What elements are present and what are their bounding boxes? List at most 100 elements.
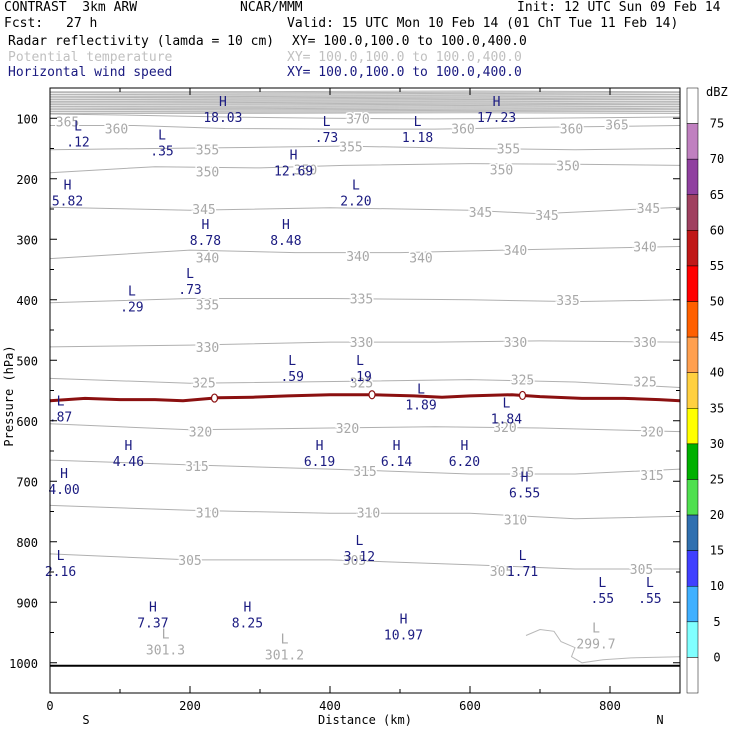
- upper-contour-line: [49, 111, 681, 113]
- fcst-value: 27 h: [66, 16, 98, 31]
- model-title: CONTRAST 3km ARW: [4, 0, 138, 15]
- theta-contour-350: [49, 163, 681, 174]
- x-tick-label: 200: [179, 699, 201, 713]
- theta-label: 360: [560, 123, 583, 138]
- wind-extreme-marker: H: [64, 179, 72, 194]
- colorbar-level-label: 5: [713, 615, 720, 629]
- colorbar-swatch: [686, 443, 699, 480]
- upper-contour-line: [49, 90, 681, 93]
- colorbar-swatch: [686, 87, 699, 124]
- theta-label: 305: [178, 554, 201, 569]
- wind-extreme-marker: L: [598, 576, 606, 591]
- theta-label: 355: [196, 144, 219, 159]
- colorbar-level-label: 20: [710, 508, 724, 522]
- wind-extreme-value: 1.84: [491, 412, 522, 427]
- colorbar-swatch: [686, 514, 699, 551]
- low-level-contour: [525, 628, 681, 664]
- potential-temperature-labels: 365 360 370 360 360 365 355 355 355 350 350 350 350 3…: [54, 111, 665, 582]
- theta-label: 370: [346, 112, 369, 127]
- field-2-xy: XY= 100.0,100.0 to 100.0,400.0: [287, 50, 522, 65]
- ground-line: [50, 628, 681, 667]
- colorbar-level-label: 15: [710, 544, 724, 558]
- wind-extreme-marker: H: [400, 612, 408, 627]
- wind-extreme-marker: H: [393, 439, 401, 454]
- wind-extreme-marker: L: [646, 576, 654, 591]
- colorbar-swatch: [686, 372, 699, 409]
- theta-label: 325: [192, 377, 215, 392]
- theta-label: 320: [493, 421, 516, 436]
- wind-extreme-marker: H: [60, 467, 68, 482]
- theta-label: 315: [640, 469, 663, 484]
- theta-label: 350: [294, 164, 317, 179]
- theta-label: 305: [490, 565, 513, 580]
- upper-contour-line: [49, 94, 681, 96]
- theta-label: 330: [633, 336, 656, 351]
- potential-temperature-contours: [49, 113, 681, 570]
- colorbar-level-label: 35: [710, 401, 724, 415]
- init-time: Init: 12 UTC Sun 09 Feb 14: [517, 0, 721, 15]
- theta-label: 320: [336, 422, 359, 437]
- colorbar-level-label: 30: [710, 437, 724, 451]
- wind-extreme-value: 8.78: [190, 234, 221, 249]
- theta-contour-330: [49, 340, 681, 348]
- wind-extreme-marker: L: [355, 534, 363, 549]
- theta-label: 325: [511, 374, 534, 389]
- theta-extreme-marker: L: [281, 632, 289, 647]
- wind-extreme-value: 7.37: [137, 616, 168, 631]
- wind-extreme-value: 8.25: [232, 616, 263, 631]
- colorbar-swatch: [686, 657, 699, 694]
- wind-extreme-value: .87: [49, 411, 72, 426]
- theta-label: 365: [605, 118, 628, 133]
- theta-label: 360: [105, 123, 128, 138]
- theta-label: 315: [511, 466, 534, 481]
- theta-label: 325: [633, 375, 656, 390]
- wind-extreme-value: .12: [66, 135, 89, 150]
- wind-extreme-value: 2.16: [45, 565, 76, 580]
- wind-extreme-marker: L: [356, 354, 364, 369]
- plot-background: [50, 88, 680, 693]
- theta-contour-340: [49, 246, 681, 260]
- wind-extreme-marker: L: [502, 396, 510, 411]
- colorbar-level-label: 25: [710, 472, 724, 486]
- wind-extreme-value: .55: [591, 592, 614, 607]
- wind-extreme-value: .59: [280, 370, 303, 385]
- y-tick-label: 300: [16, 233, 38, 247]
- y-axis-label: Pressure (hPa): [2, 345, 16, 446]
- wind-extreme-marker: L: [186, 267, 194, 282]
- theta-label: 360: [451, 123, 474, 138]
- center-label: NCAR/MMM: [240, 0, 303, 15]
- theta-label: 340: [346, 250, 369, 265]
- upper-contour-line: [49, 92, 681, 95]
- wind-extreme-marker: H: [282, 218, 290, 233]
- theta-label: 310: [196, 507, 219, 522]
- theta-contour-355: [49, 145, 681, 151]
- theta-label: 340: [409, 251, 432, 266]
- theta-label: 350: [556, 159, 579, 174]
- theta-label: 335: [350, 293, 373, 308]
- theta-contour-325: [49, 377, 681, 388]
- colorbar-swatch: [686, 265, 699, 302]
- fcst-label: Fcst:: [4, 16, 44, 31]
- colorbar-level-label: 65: [710, 188, 724, 202]
- theta-label: 320: [640, 426, 663, 441]
- y-tick-label: 800: [16, 536, 38, 550]
- direction-south: S: [82, 713, 89, 727]
- theta-label: 330: [196, 341, 219, 356]
- upper-contour-line: [49, 97, 681, 100]
- upper-contour-line: [49, 108, 681, 111]
- y-tick-label: 400: [16, 294, 38, 308]
- theta-contour-345: [49, 206, 681, 215]
- theta-label: 335: [196, 299, 219, 314]
- upper-contour-line: [49, 98, 681, 101]
- wind-extreme-value: 4.00: [48, 483, 79, 498]
- field-1-xy: XY= 100.0,100.0 to 100.0,400.0: [292, 34, 527, 49]
- upper-contour-line: [49, 102, 681, 105]
- theta-label: 345: [469, 206, 492, 221]
- wind-extreme-value: 2.20: [340, 195, 371, 210]
- wind-extreme-marker: H: [493, 95, 501, 110]
- wind-extreme-marker: H: [124, 439, 132, 454]
- theta-label: 330: [350, 336, 373, 351]
- y-tick-label: 600: [16, 415, 38, 429]
- wind-extreme-marker: H: [521, 470, 529, 485]
